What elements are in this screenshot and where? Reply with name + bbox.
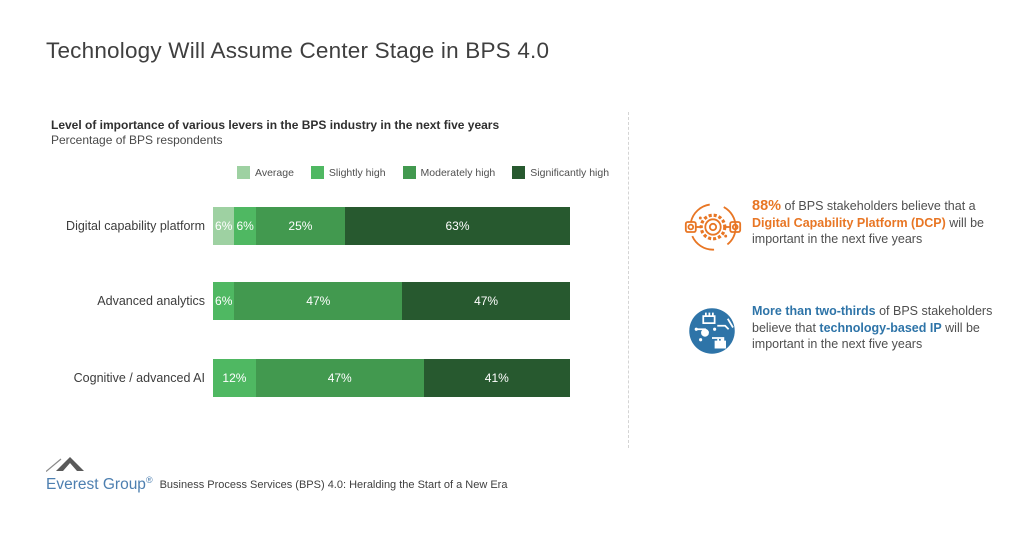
bar-segment: 47%	[402, 282, 570, 320]
legend-swatch	[237, 166, 250, 179]
bar-segment: 63%	[345, 207, 570, 245]
callout-highlight-text: technology-based IP	[819, 320, 942, 335]
bar-value-label: 12%	[222, 371, 247, 385]
bar-track: 12% 47% 41%	[213, 359, 570, 397]
legend-item: Slightly high	[310, 166, 386, 179]
bar-row: Advanced analytics 6% 47% 47%	[0, 282, 575, 320]
legend-item: Average	[237, 166, 294, 179]
legend-item: Moderately high	[402, 166, 496, 179]
bar-segment: 47%	[234, 282, 403, 320]
bar-value-label: 25%	[288, 219, 313, 233]
legend-label: Slightly high	[328, 166, 386, 179]
circuit-chip-icon	[684, 303, 742, 361]
legend-item: Significantly high	[512, 166, 609, 179]
callout-highlight-text: More than two-thirds	[752, 304, 876, 318]
mountain-icon	[46, 457, 84, 472]
bar-row: Cognitive / advanced AI 12% 47% 41%	[0, 359, 575, 397]
legend-swatch	[402, 166, 416, 179]
everest-group-logo: Everest Group®	[46, 456, 153, 493]
bar-category-label: Cognitive / advanced AI	[73, 371, 205, 385]
callout-body-text: of BPS stakeholders believe that	[752, 304, 993, 335]
bar-value-label: 6%	[215, 294, 233, 308]
bar-segment: 47%	[255, 359, 424, 397]
bar-segment: 6%	[234, 207, 256, 245]
gear-platform-icon	[684, 198, 742, 256]
callout-body-text: will be important in the next five years	[752, 320, 980, 352]
source-text: Business Process Services (BPS) 4.0: Her…	[159, 479, 508, 492]
bar-segment: 41%	[423, 359, 570, 397]
bar-segment: 12%	[213, 359, 256, 397]
callout-body-text: of BPS stakeholders believe that a	[781, 199, 976, 213]
bar-track: 6% 6% 25% 63%	[213, 207, 570, 245]
callout-highlight-text: 88%	[752, 198, 782, 214]
page-title: Technology Will Assume Center Stage in B…	[46, 38, 550, 63]
callout-dcp-text: 88% of BPS stakeholders believe that a D…	[752, 198, 1000, 248]
callout-tech-ip: More than two-thirds of BPS stakeholders…	[684, 303, 1004, 361]
chart-legend: Average Slightly high Moderately high Signi…	[237, 166, 609, 179]
callout-body-text: will be important in the next five years	[752, 215, 984, 247]
legend-swatch	[512, 166, 526, 179]
stacked-bar-chart: Digital capability platform 6% 6% 25% 63% Adv…	[0, 207, 575, 397]
bar-value-label: 47%	[327, 371, 352, 385]
bar-value-label: 47%	[306, 294, 331, 308]
chart-heading: Level of importance of various levers in…	[51, 118, 500, 132]
bar-value-label: 6%	[215, 219, 233, 233]
chart-subheading: Percentage of BPS respondents	[51, 133, 223, 147]
legend-label: Moderately high	[420, 166, 496, 179]
bar-category-label: Digital capability platform	[66, 219, 205, 233]
footer: Everest Group® Business Process Services…	[46, 456, 507, 493]
bar-value-label: 47%	[474, 294, 499, 308]
callout-highlight-text: Digital Capability Platform (DCP)	[752, 215, 946, 230]
bar-category-label: Advanced analytics	[97, 294, 205, 308]
bar-segment: 6%	[213, 282, 235, 320]
bar-value-label: 6%	[236, 219, 254, 233]
logo-text: Everest Group®	[46, 475, 153, 494]
callout-dcp: 88% of BPS stakeholders believe that a D…	[684, 198, 1004, 256]
bar-value-label: 63%	[445, 219, 470, 233]
callout-tech-ip-text: More than two-thirds of BPS stakeholders…	[752, 303, 1000, 353]
bar-track: 6% 47% 47%	[213, 282, 570, 320]
legend-label: Average	[255, 166, 294, 179]
bar-value-label: 41%	[484, 371, 509, 385]
legend-swatch	[310, 166, 324, 179]
legend-label: Significantly high	[530, 166, 610, 179]
bar-row: Digital capability platform 6% 6% 25% 63%	[0, 207, 575, 245]
bar-segment: 25%	[255, 207, 346, 245]
vertical-divider	[628, 112, 629, 448]
bar-segment: 6%	[213, 207, 235, 245]
